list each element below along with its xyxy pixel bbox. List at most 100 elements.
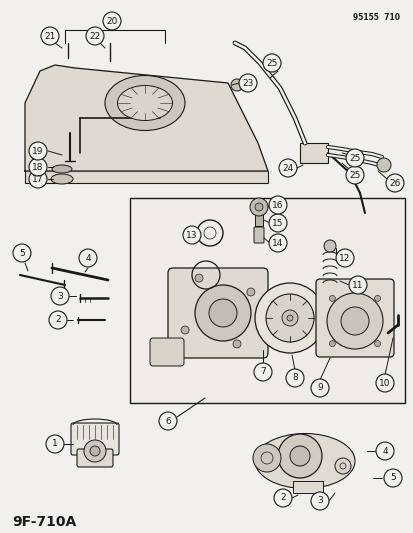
Circle shape bbox=[238, 74, 256, 92]
Circle shape bbox=[49, 311, 67, 329]
Circle shape bbox=[289, 446, 309, 466]
Text: 5: 5 bbox=[389, 473, 395, 482]
FancyBboxPatch shape bbox=[168, 268, 267, 358]
Circle shape bbox=[376, 158, 390, 172]
Circle shape bbox=[29, 170, 47, 188]
Text: 13: 13 bbox=[186, 230, 197, 239]
Circle shape bbox=[254, 283, 324, 353]
Circle shape bbox=[278, 159, 296, 177]
Circle shape bbox=[29, 158, 47, 176]
Text: 16: 16 bbox=[272, 200, 283, 209]
Ellipse shape bbox=[51, 174, 73, 184]
Text: 21: 21 bbox=[44, 31, 56, 41]
Text: 25: 25 bbox=[266, 59, 277, 68]
Text: 25: 25 bbox=[349, 171, 360, 180]
Ellipse shape bbox=[117, 85, 172, 120]
Circle shape bbox=[326, 293, 382, 349]
Circle shape bbox=[383, 469, 401, 487]
Circle shape bbox=[374, 341, 380, 346]
Circle shape bbox=[254, 363, 271, 381]
Circle shape bbox=[46, 435, 64, 453]
Circle shape bbox=[281, 310, 297, 326]
Text: 5: 5 bbox=[19, 248, 25, 257]
Circle shape bbox=[277, 434, 321, 478]
Circle shape bbox=[310, 379, 328, 397]
Text: 1: 1 bbox=[52, 440, 58, 448]
Ellipse shape bbox=[105, 76, 185, 131]
Circle shape bbox=[249, 198, 267, 216]
Circle shape bbox=[195, 274, 202, 282]
Circle shape bbox=[195, 285, 250, 341]
Text: 20: 20 bbox=[106, 17, 117, 26]
Text: 15: 15 bbox=[272, 219, 283, 228]
Circle shape bbox=[246, 288, 254, 296]
FancyBboxPatch shape bbox=[254, 227, 263, 243]
Circle shape bbox=[348, 276, 366, 294]
Circle shape bbox=[262, 54, 280, 72]
Text: 10: 10 bbox=[378, 378, 390, 387]
Ellipse shape bbox=[254, 433, 354, 489]
Text: 2: 2 bbox=[280, 494, 285, 503]
Bar bbox=[130, 198, 404, 403]
Text: 18: 18 bbox=[32, 163, 44, 172]
Bar bbox=[25, 171, 267, 183]
Circle shape bbox=[230, 79, 242, 91]
Text: 17: 17 bbox=[32, 174, 44, 183]
Circle shape bbox=[103, 12, 121, 30]
Bar bbox=[299, 143, 327, 163]
Circle shape bbox=[329, 295, 335, 301]
Circle shape bbox=[268, 196, 286, 214]
Circle shape bbox=[340, 307, 368, 335]
Circle shape bbox=[84, 440, 106, 462]
Text: 25: 25 bbox=[349, 154, 360, 163]
Polygon shape bbox=[25, 65, 267, 171]
Text: 22: 22 bbox=[89, 31, 100, 41]
Circle shape bbox=[13, 244, 31, 262]
Circle shape bbox=[375, 374, 393, 392]
Circle shape bbox=[266, 294, 313, 342]
Circle shape bbox=[159, 412, 177, 430]
Circle shape bbox=[254, 203, 262, 211]
Circle shape bbox=[79, 249, 97, 267]
Circle shape bbox=[329, 341, 335, 346]
Text: 3: 3 bbox=[316, 497, 322, 505]
FancyBboxPatch shape bbox=[71, 423, 119, 455]
Text: 6: 6 bbox=[165, 416, 171, 425]
Text: 2: 2 bbox=[55, 316, 61, 325]
Circle shape bbox=[335, 249, 353, 267]
Text: 26: 26 bbox=[388, 179, 400, 188]
Circle shape bbox=[180, 326, 189, 334]
Circle shape bbox=[233, 340, 240, 348]
Text: 8: 8 bbox=[292, 374, 297, 383]
Circle shape bbox=[375, 442, 393, 460]
Circle shape bbox=[41, 27, 59, 45]
Circle shape bbox=[86, 27, 104, 45]
Circle shape bbox=[29, 142, 47, 160]
Circle shape bbox=[51, 287, 69, 305]
Text: 12: 12 bbox=[339, 254, 350, 262]
Text: 4: 4 bbox=[381, 447, 387, 456]
FancyBboxPatch shape bbox=[77, 449, 113, 467]
Text: 4: 4 bbox=[85, 254, 90, 262]
Text: 19: 19 bbox=[32, 147, 44, 156]
Circle shape bbox=[268, 214, 286, 232]
Circle shape bbox=[183, 226, 201, 244]
Circle shape bbox=[334, 458, 350, 474]
FancyBboxPatch shape bbox=[150, 338, 183, 366]
Text: 14: 14 bbox=[272, 238, 283, 247]
Circle shape bbox=[286, 315, 292, 321]
Bar bbox=[292, 481, 322, 493]
Ellipse shape bbox=[52, 165, 72, 173]
Circle shape bbox=[385, 174, 403, 192]
Text: 7: 7 bbox=[259, 367, 265, 376]
Circle shape bbox=[90, 446, 100, 456]
Bar bbox=[254, 210, 262, 226]
Circle shape bbox=[268, 234, 286, 252]
Circle shape bbox=[323, 240, 335, 252]
Circle shape bbox=[273, 489, 291, 507]
Text: 9: 9 bbox=[316, 384, 322, 392]
Circle shape bbox=[345, 149, 363, 167]
Circle shape bbox=[345, 166, 363, 184]
Circle shape bbox=[285, 369, 303, 387]
Text: 24: 24 bbox=[282, 164, 293, 173]
